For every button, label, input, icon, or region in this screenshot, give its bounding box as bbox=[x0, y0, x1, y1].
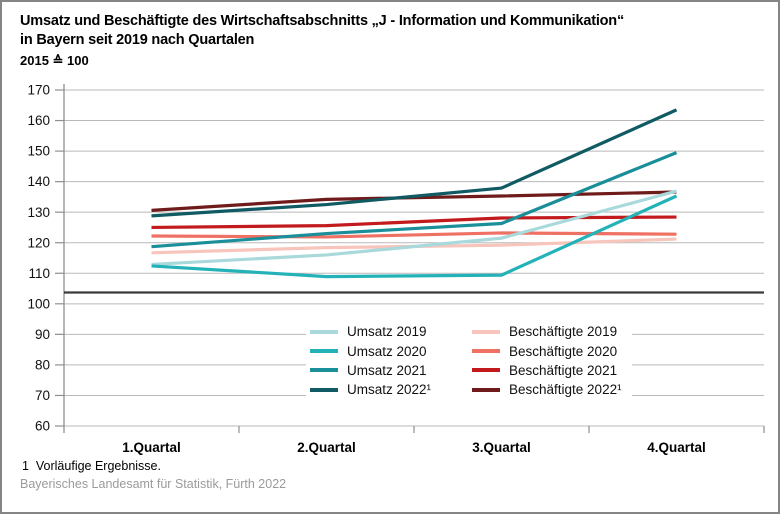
chart-header: Umsatz und Beschäftigte des Wirtschaftsa… bbox=[20, 12, 764, 69]
legend-item: Beschäftigte 2019 bbox=[472, 322, 622, 341]
chart-legend: Umsatz 2019 Umsatz 2020 Umsatz 2021 Umsatz … bbox=[306, 320, 632, 402]
series-line-umsatz-2022- bbox=[151, 108, 678, 218]
legend-swatch bbox=[472, 387, 500, 392]
y-tick-label-70: 70 bbox=[35, 388, 50, 403]
y-tick-label-150: 150 bbox=[27, 144, 50, 159]
chart-index-base-note: 2015 ≙ 100 bbox=[20, 53, 89, 68]
legend-item: Beschäftigte 2021 bbox=[472, 361, 622, 380]
legend-item: Beschäftigte 2022¹ bbox=[472, 380, 622, 399]
y-tick-label-130: 130 bbox=[27, 205, 50, 220]
legend-label: Beschäftigte 2019 bbox=[509, 324, 618, 340]
legend-item: Umsatz 2019 bbox=[310, 322, 472, 341]
chart-title-line1: Umsatz und Beschäftigte des Wirtschaftsa… bbox=[20, 13, 625, 29]
x-category-label: 1.Quartal bbox=[122, 440, 181, 455]
legend-item: Umsatz 2022¹ bbox=[310, 380, 472, 399]
legend-label: Beschäftigte 2020 bbox=[509, 343, 618, 359]
y-tick-label-100: 100 bbox=[27, 296, 50, 311]
y-tick-label-80: 80 bbox=[35, 358, 50, 373]
legend-label: Umsatz 2021 bbox=[347, 362, 427, 378]
legend-item: Umsatz 2021 bbox=[310, 361, 472, 380]
legend-column-beschaeftigte: Beschäftigte 2019 Beschäftigte 2020 Beschä… bbox=[472, 322, 622, 400]
series-line-umsatz-2021 bbox=[151, 151, 678, 249]
series-line-besch-ftigte-2021 bbox=[151, 215, 677, 230]
series-line-umsatz-2019 bbox=[151, 189, 677, 267]
y-tick-label-120: 120 bbox=[27, 235, 50, 250]
legend-swatch bbox=[472, 368, 500, 373]
x-category-label: 2.Quartal bbox=[297, 440, 356, 455]
y-tick-label-170: 170 bbox=[27, 83, 50, 98]
legend-swatch bbox=[310, 387, 338, 392]
x-category-label: 3.Quartal bbox=[472, 440, 531, 455]
legend-label: Umsatz 2019 bbox=[347, 324, 427, 340]
y-tick-label-110: 110 bbox=[28, 266, 50, 281]
legend-label: Beschäftigte 2022¹ bbox=[509, 382, 622, 398]
legend-label: Umsatz 2022¹ bbox=[347, 382, 432, 398]
legend-item: Beschäftigte 2020 bbox=[472, 341, 622, 360]
legend-swatch bbox=[310, 349, 338, 354]
y-tick-label-160: 160 bbox=[27, 113, 50, 128]
legend-label: Umsatz 2020 bbox=[347, 343, 427, 359]
legend-column-umsatz: Umsatz 2019 Umsatz 2020 Umsatz 2021 Umsatz … bbox=[310, 322, 472, 400]
source-attribution: Bayerisches Landesamt für Statistik, Für… bbox=[20, 477, 287, 491]
legend-swatch bbox=[472, 349, 500, 354]
y-tick-label-140: 140 bbox=[27, 174, 50, 189]
series-line-umsatz-2020 bbox=[151, 194, 678, 279]
x-category-label: 4.Quartal bbox=[647, 440, 706, 455]
legend-swatch bbox=[310, 329, 338, 334]
legend-swatch bbox=[310, 368, 338, 373]
series-line-besch-ftigte-2020 bbox=[151, 231, 677, 239]
legend-label: Beschäftigte 2021 bbox=[509, 362, 618, 378]
y-tick-label-90: 90 bbox=[35, 327, 50, 342]
legend-item: Umsatz 2020 bbox=[310, 341, 472, 360]
footnote: 1 Vorläufige Ergebnisse. bbox=[22, 459, 161, 473]
legend-swatch bbox=[472, 329, 500, 334]
chart-title-line2: in Bayern seit 2019 nach Quartalen bbox=[20, 32, 255, 48]
y-tick-label-60: 60 bbox=[35, 419, 50, 434]
